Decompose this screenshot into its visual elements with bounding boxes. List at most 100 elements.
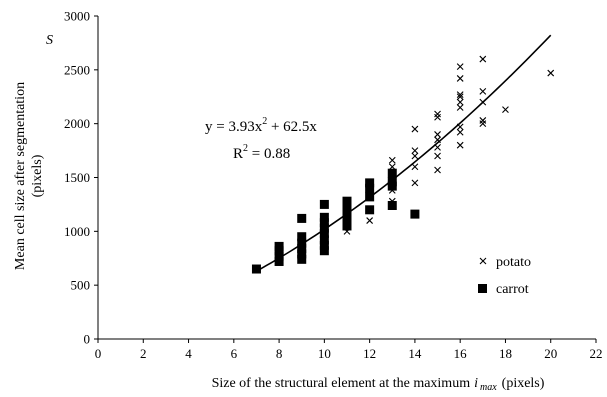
r2-value: = 0.88: [248, 146, 290, 162]
data-points: [251, 55, 555, 274]
y-tick-label: 2500: [64, 62, 90, 77]
r2-label: R: [233, 146, 243, 162]
x-tick-label: 4: [185, 346, 192, 361]
equation-superscript: 2: [262, 116, 267, 127]
carrot-point: [297, 254, 307, 264]
potato-point: [456, 141, 464, 149]
potato-point: [479, 55, 487, 63]
x-axis-label-unit: (pixels): [502, 376, 545, 391]
x-tick-label: 16: [454, 346, 468, 361]
potato-point: [434, 131, 441, 138]
x-tick-label: 0: [95, 346, 102, 361]
potato-point: [456, 93, 464, 101]
equation-annotation: y = 3.93x2 + 62.5x: [205, 116, 317, 135]
x-axis-label: Size of the structural element at the ma…: [212, 376, 545, 393]
potato-point: [547, 69, 555, 77]
legend-carrot-label: carrot: [496, 282, 529, 297]
carrot-point: [365, 205, 375, 215]
carrot-point: [410, 209, 420, 219]
carrot-point: [274, 256, 284, 266]
carrot-point: [319, 199, 329, 209]
x-tick-label: 20: [544, 346, 557, 361]
carrot-point: [319, 246, 329, 256]
potato-point: [456, 91, 464, 98]
potato-point: [388, 156, 396, 164]
potato-point: [456, 75, 464, 82]
potato-point: [456, 128, 464, 136]
y-tick-label: 1000: [64, 224, 90, 239]
trendline: [256, 34, 552, 272]
carrot-point: [297, 244, 307, 254]
x-tick-label: 12: [363, 346, 376, 361]
y-axis-label: Mean cell size after segmentation (pixel…: [13, 82, 45, 270]
x-tick-label: 18: [499, 346, 512, 361]
y-tick-label: 0: [84, 332, 91, 347]
x-tick-label: 10: [318, 346, 331, 361]
y-ticks: 0 500 1000 1500 2000 2500 3000: [64, 9, 98, 347]
y-tick-label: 3000: [64, 9, 90, 24]
carrot-point: [319, 240, 329, 250]
carrot-point: [319, 218, 329, 228]
x-axis-label-var: i: [474, 376, 478, 391]
carrot-point: [342, 212, 352, 222]
legend-carrot-marker: [478, 284, 487, 293]
carrot-point: [319, 228, 329, 238]
carrot-point: [319, 235, 329, 245]
x-tick-label: 2: [140, 346, 147, 361]
legend: potato carrot: [478, 255, 531, 297]
carrot-point: [251, 264, 261, 274]
carrot-point: [387, 200, 397, 210]
potato-point: [411, 152, 419, 160]
carrot-point: [319, 223, 329, 233]
carrot-point: [274, 251, 284, 261]
potato-point: [411, 147, 419, 154]
carrot-point: [297, 213, 307, 223]
equation-rest: + 62.5x: [267, 119, 317, 135]
carrot-point: [387, 177, 397, 187]
potato-point: [411, 179, 419, 187]
potato-point: [411, 125, 419, 133]
carrot-point: [297, 232, 307, 242]
potato-point: [434, 152, 441, 160]
x-axis-label-main: Size of the structural element at the ma…: [212, 376, 471, 391]
x-ticks: 0 2 4 6 8 10 12 14 16 18 20 22: [95, 339, 603, 361]
potato-point: [479, 117, 487, 124]
x-tick-label: 8: [276, 346, 283, 361]
potato-point: [366, 217, 374, 224]
carrot-point: [365, 183, 375, 193]
potato-point: [479, 87, 487, 95]
potato-point: [502, 106, 509, 114]
potato-point: [479, 120, 487, 128]
carrot-point: [342, 221, 352, 231]
x-axis-label-sub: max: [480, 382, 497, 393]
potato-point: [456, 63, 464, 70]
potato-point: [411, 163, 419, 171]
carrot-point: [387, 168, 397, 178]
carrot-point: [365, 178, 375, 188]
carrot-point: [342, 205, 352, 215]
y-axis-symbol: S: [46, 33, 53, 48]
x-tick-label: 6: [231, 346, 238, 361]
potato-point: [456, 98, 464, 106]
r2-superscript: 2: [243, 143, 248, 154]
potato-point: [434, 166, 441, 174]
y-axis-label-line2: (pixels): [30, 154, 45, 197]
y-axis-label-line1: Mean cell size after segmentation: [13, 82, 28, 270]
x-tick-label: 14: [408, 346, 422, 361]
y-tick-label: 500: [71, 278, 91, 293]
equation-text: y = 3.93x: [205, 119, 263, 135]
carrot-point: [274, 241, 284, 251]
axes: 0 2 4 6 8 10 12 14 16 18 20 22 05001000150020002500…: [64, 9, 603, 362]
potato-point: [434, 113, 441, 121]
legend-potato-label: potato: [496, 255, 531, 270]
potato-point: [434, 110, 441, 118]
carrot-point: [342, 196, 352, 206]
y-tick-label: 1500: [64, 170, 90, 185]
r2-annotation: R2 = 0.88: [233, 143, 290, 162]
y-tick-label: 2000: [64, 116, 90, 131]
carrot-point: [319, 212, 329, 222]
x-tick-label: 22: [590, 346, 603, 361]
carrot-point: [297, 249, 307, 259]
